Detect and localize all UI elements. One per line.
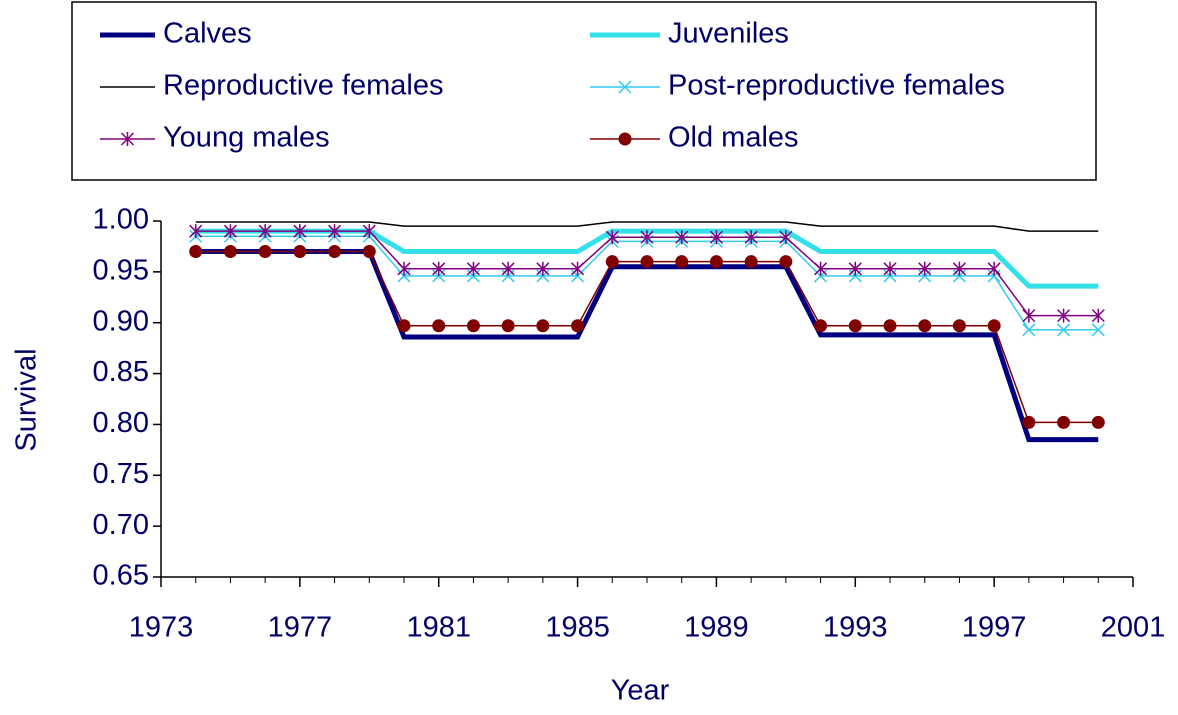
- y-tick-label: 0.75: [93, 458, 149, 490]
- marker: [744, 255, 758, 269]
- marker: [918, 261, 932, 276]
- marker: [189, 224, 203, 239]
- marker: [779, 230, 793, 245]
- y-tick-label: 0.65: [93, 560, 149, 592]
- marker: [293, 224, 307, 239]
- marker: [501, 261, 515, 276]
- legend-label: Post-reproductive females: [668, 70, 1005, 102]
- legend-marker: [618, 80, 632, 94]
- marker: [848, 319, 862, 333]
- marker: [571, 261, 585, 276]
- marker: [466, 319, 480, 333]
- marker: [952, 261, 966, 276]
- marker: [432, 319, 446, 333]
- y-tick-label: 0.85: [93, 356, 149, 388]
- legend-marker: [618, 132, 632, 146]
- series-line: [195, 221, 1099, 232]
- marker: [1057, 308, 1071, 323]
- y-tick-label: 0.80: [93, 407, 149, 439]
- marker: [848, 261, 862, 276]
- marker: [432, 261, 446, 276]
- x-tick-label: 1993: [823, 612, 888, 644]
- marker: [571, 319, 585, 333]
- y-tick-label: 0.90: [93, 305, 149, 337]
- legend-label: Juveniles: [668, 18, 789, 50]
- marker: [223, 224, 237, 239]
- y-axis-label: Survival: [11, 348, 43, 451]
- marker: [328, 224, 342, 239]
- marker: [1091, 415, 1105, 429]
- marker: [223, 245, 237, 259]
- x-tick-label: 1981: [406, 612, 471, 644]
- x-tick-label: 2001: [1101, 612, 1166, 644]
- marker: [189, 245, 203, 259]
- legend-marker: [120, 132, 135, 146]
- x-axis-label: Year: [611, 675, 670, 707]
- marker: [536, 261, 550, 276]
- marker: [536, 319, 550, 333]
- y-tick-label: 1.00: [93, 204, 149, 236]
- marker: [1057, 323, 1071, 337]
- marker: [328, 245, 342, 259]
- marker: [814, 319, 828, 333]
- marker: [744, 230, 758, 245]
- marker: [640, 230, 654, 245]
- marker: [952, 319, 966, 333]
- marker: [1057, 415, 1071, 429]
- marker: [605, 255, 619, 269]
- marker: [258, 245, 272, 259]
- marker: [362, 245, 376, 259]
- marker: [397, 319, 411, 333]
- legend-label: Old males: [668, 122, 799, 154]
- x-tick-label: 1973: [129, 612, 194, 644]
- marker: [814, 261, 828, 276]
- marker: [987, 261, 1001, 276]
- y-tick-label: 0.95: [93, 255, 149, 287]
- marker: [466, 261, 480, 276]
- legend-label: Reproductive females: [163, 70, 443, 102]
- legend-box: [71, 1, 1097, 181]
- y-tick-label: 0.70: [93, 509, 149, 541]
- marker: [779, 255, 793, 269]
- marker: [918, 319, 932, 333]
- marker: [293, 245, 307, 259]
- marker: [883, 319, 897, 333]
- legend-label: Calves: [163, 18, 252, 50]
- marker: [605, 230, 619, 245]
- x-tick-label: 1985: [545, 612, 610, 644]
- marker: [675, 255, 689, 269]
- marker: [362, 224, 376, 239]
- marker: [1091, 308, 1105, 323]
- marker: [1022, 308, 1036, 323]
- marker: [709, 230, 723, 245]
- marker: [1022, 415, 1036, 429]
- x-tick-label: 1989: [684, 612, 749, 644]
- marker: [1022, 323, 1036, 337]
- x-tick-label: 1977: [268, 612, 333, 644]
- marker: [1091, 323, 1105, 337]
- marker: [709, 255, 723, 269]
- marker: [640, 255, 654, 269]
- x-tick-label: 1997: [962, 612, 1027, 644]
- marker: [987, 319, 1001, 333]
- marker: [501, 319, 515, 333]
- marker: [675, 230, 689, 245]
- legend-label: Young males: [163, 122, 330, 154]
- marker: [397, 261, 411, 276]
- marker: [883, 261, 897, 276]
- marker: [258, 224, 272, 239]
